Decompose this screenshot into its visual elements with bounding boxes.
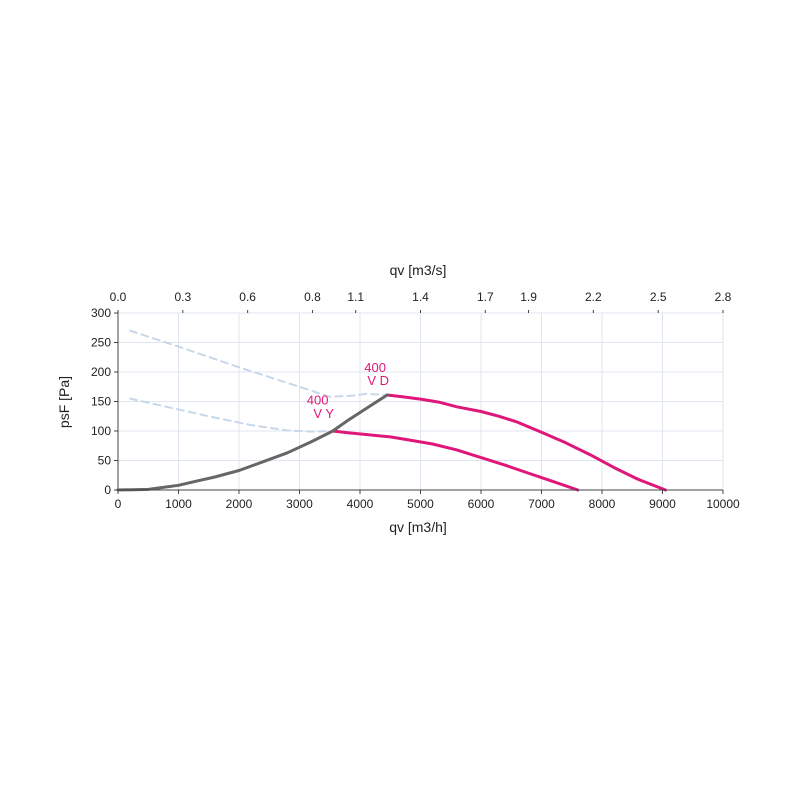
x-tick-label-9: 9000 — [649, 497, 676, 511]
annotation-vd-bottom: V D — [367, 373, 389, 388]
x-tick-label-2: 2000 — [226, 497, 253, 511]
x2-tick-label-7: 1.9 — [520, 290, 537, 304]
axes: 0 1000 2000 3000 4000 5000 6000 7000 8000 9000 100… — [91, 290, 740, 511]
x-tick-label-0: 0 — [115, 497, 122, 511]
y-axis-title: psF [Pa] — [56, 376, 72, 428]
x-tick-label-6: 6000 — [468, 497, 495, 511]
grid — [117, 312, 724, 491]
annotation-vd-top: 400 — [364, 360, 386, 375]
top-axis-title: qv [m3/s] — [390, 262, 447, 278]
x2-tick-label-3: 0.8 — [304, 290, 321, 304]
curves — [116, 329, 667, 492]
x2-tick-label-1: 0.3 — [174, 290, 191, 304]
x2-tick-label-2: 0.6 — [239, 290, 256, 304]
x2-tick-label-10: 2.8 — [715, 290, 732, 304]
x2-tick-label-9: 2.5 — [650, 290, 667, 304]
x2-tick-label-8: 2.2 — [585, 290, 602, 304]
x2-tick-label-6: 1.7 — [477, 290, 494, 304]
x-tick-label-1: 1000 — [165, 497, 192, 511]
y-tick-label-4: 200 — [91, 365, 111, 379]
x2-tick-label-0: 0.0 — [110, 290, 127, 304]
y-tick-label-6: 300 — [91, 306, 111, 320]
x-tick-label-3: 3000 — [286, 497, 313, 511]
x-tick-label-4: 4000 — [347, 497, 374, 511]
x-tick-label-7: 7000 — [528, 497, 555, 511]
y-tick-label-2: 100 — [91, 424, 111, 438]
y-tick-label-1: 50 — [98, 454, 112, 468]
x-tick-label-8: 8000 — [589, 497, 616, 511]
series-vy-dashed — [129, 397, 334, 433]
series-system-curve — [116, 393, 389, 492]
series-vd-curve — [385, 393, 667, 492]
series-vd-dashed — [129, 329, 389, 398]
annotation-vy-bottom: V Y — [313, 406, 334, 421]
y-tick-label-5: 250 — [91, 336, 111, 350]
x-tick-label-5: 5000 — [407, 497, 434, 511]
y-tick-label-3: 150 — [91, 395, 111, 409]
series-vy-curve — [331, 429, 580, 492]
y-tick-label-0: 0 — [104, 483, 111, 497]
x-axis-title: qv [m3/h] — [389, 519, 447, 535]
annotation-vy-top: 400 — [307, 392, 329, 407]
x-tick-label-10: 10000 — [706, 497, 740, 511]
x2-tick-label-4: 1.1 — [347, 290, 364, 304]
x2-tick-label-5: 1.4 — [412, 290, 429, 304]
